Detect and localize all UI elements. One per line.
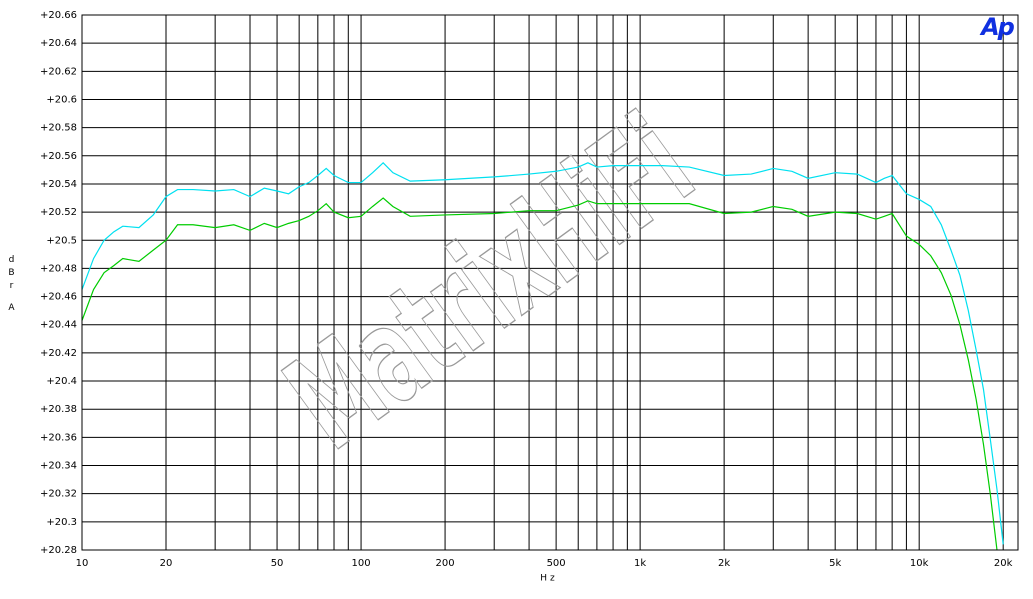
x-tick-label: 500	[547, 558, 566, 569]
y-tick-label: +20.38	[40, 404, 77, 415]
logo: Ap	[979, 13, 1015, 41]
y-tick-label: +20.6	[46, 94, 77, 105]
y-tick-label: +20.54	[40, 179, 77, 190]
y-tick-label: +20.62	[40, 66, 77, 77]
y-tick-label: +20.36	[40, 432, 77, 443]
x-tick-label: 1k	[634, 558, 646, 569]
x-tick-label: 50	[271, 558, 284, 569]
y-axis-unit: A	[7, 303, 17, 316]
lines	[82, 161, 1004, 550]
y-tick-label: +20.56	[40, 151, 77, 162]
y-tick-label: +20.52	[40, 207, 77, 218]
y-tick-label: +20.58	[40, 123, 77, 134]
y-tick-label: +20.28	[40, 545, 77, 556]
y-tick-label: +20.5	[46, 235, 77, 246]
x-tick-label: 5k	[829, 558, 841, 569]
x-tick-label: 20k	[994, 558, 1013, 569]
y-tick-label: +20.46	[40, 292, 77, 303]
series-line	[82, 161, 1004, 545]
y-tick-label: +20.34	[40, 461, 77, 472]
y-tick-label: +20.42	[40, 348, 77, 359]
y-tick-label: +20.32	[40, 489, 77, 500]
x-tick-label: 100	[352, 558, 371, 569]
y-tick-label: +20.3	[46, 517, 77, 528]
x-tick-label: 2k	[718, 558, 730, 569]
x-tick-label: 200	[436, 558, 455, 569]
y-tick-label: +20.64	[40, 38, 77, 49]
x-tick-label: 10k	[910, 558, 929, 569]
y-tick-label: +20.48	[40, 263, 77, 274]
x-tick-label: 10	[76, 558, 89, 569]
watermark: MatrixHiFi	[260, 86, 719, 479]
x-tick-label: 20	[160, 558, 173, 569]
x-axis-label: Hz	[540, 574, 558, 584]
grid	[81, 14, 1018, 551]
y-axis-label: dBr	[7, 255, 17, 294]
y-tick-label: +20.66	[40, 10, 77, 21]
y-tick-label: +20.4	[46, 376, 77, 387]
series-line	[82, 197, 998, 550]
plot-frame	[81, 14, 1019, 551]
y-tick-label: +20.44	[40, 320, 77, 331]
